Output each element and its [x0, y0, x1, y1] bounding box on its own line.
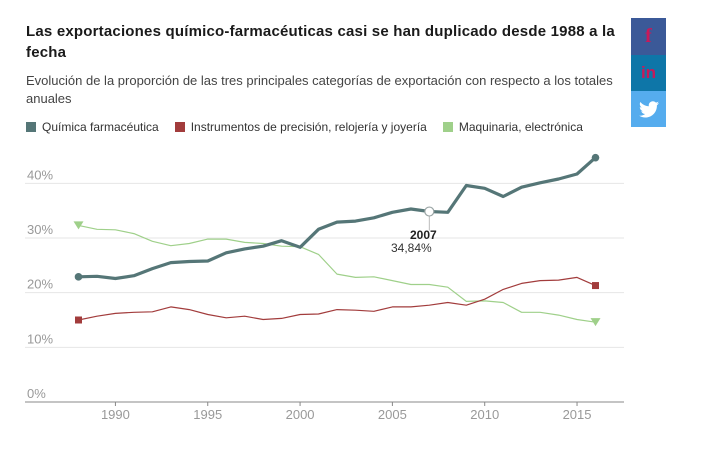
series-endpoint-instrumentos: [592, 282, 599, 290]
social-share-bar: f in: [631, 18, 666, 127]
chart-subtitle: Evolución de la proporción de las tres p…: [26, 73, 613, 106]
x-tick-label: 2010: [470, 407, 499, 422]
series-line-maquinaria: [77, 224, 597, 323]
annotation-value-label: 34,84%: [391, 241, 432, 255]
series-endpoint-maquinaria: [590, 318, 601, 327]
twitter-share-button[interactable]: [631, 91, 666, 127]
series-line-instrumentos: [77, 276, 597, 321]
y-tick-label: 30%: [27, 222, 53, 237]
y-tick-label: 40%: [27, 167, 53, 182]
legend-item-quimica[interactable]: Química farmacéutica: [26, 120, 159, 134]
facebook-share-button[interactable]: f: [631, 18, 666, 55]
annotation-marker: [424, 206, 435, 217]
linkedin-icon: in: [640, 63, 657, 82]
x-tick-label: 2015: [563, 407, 592, 422]
x-tick-label: 2005: [378, 407, 407, 422]
series-endpoint-instrumentos: [75, 316, 82, 324]
twitter-icon: [638, 100, 659, 117]
chart-title: Las exportaciones químico-farmacéuticas …: [26, 23, 615, 61]
legend-swatch-quimica: [26, 122, 36, 132]
series-endpoint-quimica: [591, 153, 600, 162]
annotation-year-label: 2007: [410, 228, 437, 242]
legend-label-maquinaria: Maquinaria, electrónica: [458, 120, 583, 134]
legend-item-maquinaria[interactable]: Maquinaria, electrónica: [442, 120, 583, 134]
legend-swatch-maquinaria: [442, 122, 453, 132]
legend-label-quimica: Química farmacéutica: [42, 120, 159, 134]
facebook-icon: f: [645, 25, 652, 47]
chart-legend: Química farmacéutica Instrumentos de pre…: [26, 120, 599, 134]
series-line-quimica: [76, 156, 598, 281]
legend-item-instrumentos[interactable]: Instrumentos de precisión, relojería y j…: [174, 120, 427, 134]
x-tick-label: 1990: [101, 407, 130, 422]
legend-label-instrumentos: Instrumentos de precisión, relojería y j…: [190, 120, 427, 134]
linkedin-share-button[interactable]: in: [631, 55, 666, 91]
series-endpoint-quimica: [74, 273, 83, 281]
y-tick-label: 20%: [27, 277, 53, 292]
y-tick-label: 10%: [27, 331, 53, 346]
x-tick-label: 2000: [286, 407, 315, 422]
y-tick-label: 0%: [27, 386, 46, 401]
series-endpoint-maquinaria: [73, 221, 84, 230]
x-tick-label: 1995: [193, 407, 222, 422]
legend-swatch-instrumentos: [174, 122, 185, 132]
